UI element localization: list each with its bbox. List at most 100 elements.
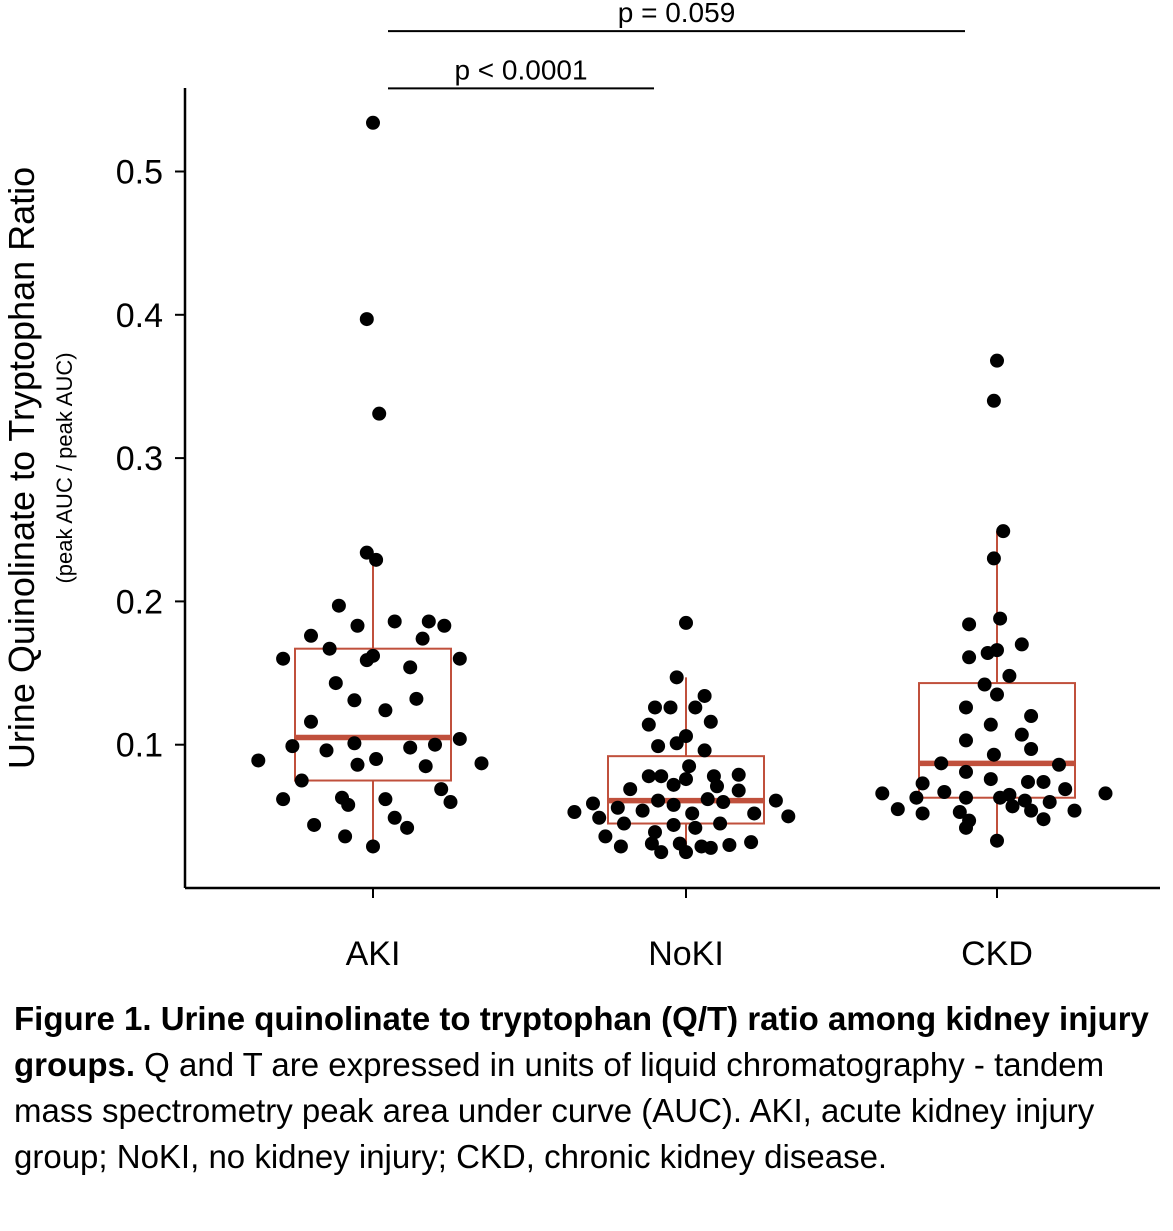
data-point — [1024, 709, 1039, 724]
data-point — [474, 756, 489, 771]
data-point — [359, 312, 374, 327]
data-point — [744, 835, 759, 850]
data-point — [1067, 803, 1082, 818]
data-point — [387, 614, 402, 629]
figure-caption: Figure 1. Urine quinolinate to tryptopha… — [14, 996, 1164, 1180]
data-point — [1014, 727, 1029, 742]
data-point — [387, 810, 402, 825]
data-point — [635, 803, 650, 818]
data-point — [1005, 799, 1020, 814]
data-point — [909, 790, 924, 805]
data-point — [613, 839, 628, 854]
data-point — [651, 739, 666, 754]
data-point — [285, 739, 300, 754]
data-point — [418, 759, 433, 774]
iqr-box — [607, 755, 765, 825]
data-point — [688, 820, 703, 835]
data-point — [959, 790, 973, 805]
data-point — [682, 759, 697, 774]
data-point — [703, 714, 718, 729]
data-point — [1052, 757, 1066, 772]
data-point — [669, 736, 684, 751]
data-point — [716, 795, 731, 810]
data-point — [1024, 803, 1039, 818]
data-point — [679, 772, 693, 787]
data-point — [403, 660, 418, 675]
data-point — [592, 810, 607, 825]
data-point — [347, 693, 362, 708]
data-point — [304, 628, 318, 643]
data-point — [990, 687, 1004, 702]
x-tick-label: CKD — [961, 935, 1033, 973]
data-point — [610, 800, 625, 815]
data-point — [986, 551, 1001, 566]
data-point — [703, 840, 718, 855]
data-point — [915, 776, 930, 791]
data-point — [962, 617, 977, 632]
data-point — [688, 700, 703, 715]
y-tick-label: 0.2 — [116, 583, 163, 621]
data-point — [663, 700, 678, 715]
data-point — [685, 806, 700, 821]
data-point — [276, 651, 291, 666]
data-point — [409, 691, 424, 706]
data-point — [623, 782, 638, 797]
data-point — [641, 717, 656, 732]
data-point — [372, 406, 387, 421]
data-point — [1024, 741, 1039, 756]
data-point — [990, 353, 1004, 368]
x-tick-label: AKI — [346, 935, 401, 973]
data-point — [369, 752, 384, 767]
data-point — [731, 767, 746, 782]
data-point — [1042, 795, 1057, 810]
data-point — [428, 737, 442, 752]
data-point — [586, 796, 600, 811]
data-point — [651, 793, 666, 808]
data-point — [990, 833, 1004, 848]
data-point — [328, 676, 343, 691]
data-point — [993, 611, 1008, 626]
data-point — [452, 651, 467, 666]
data-point — [1014, 637, 1029, 652]
caption-body: Q and T are expressed in units of liquid… — [14, 1046, 1105, 1175]
y-axis-sublabel: (peak AUC / peak AUC) — [52, 352, 77, 583]
data-point — [294, 773, 309, 788]
data-point — [366, 115, 380, 130]
data-point — [400, 820, 415, 835]
data-point — [1058, 782, 1073, 797]
data-point — [366, 648, 380, 663]
data-point — [434, 782, 449, 797]
data-point — [617, 816, 631, 831]
data-point — [937, 784, 952, 799]
data-point — [350, 618, 365, 633]
data-point — [959, 820, 973, 835]
data-point — [304, 714, 318, 729]
data-point — [1036, 774, 1051, 789]
data-point — [747, 806, 762, 821]
data-point — [768, 793, 783, 808]
data-point — [959, 764, 973, 779]
data-point — [437, 618, 452, 633]
data-point — [990, 643, 1004, 658]
data-point — [977, 677, 992, 692]
data-point — [598, 829, 613, 844]
data-point — [276, 792, 291, 807]
y-tick-label: 0.1 — [116, 727, 163, 765]
data-point — [654, 769, 669, 784]
data-point — [700, 792, 715, 807]
data-point — [421, 614, 436, 629]
y-tick-label: 0.4 — [116, 297, 163, 335]
data-point — [648, 825, 662, 840]
data-point — [952, 805, 967, 820]
data-point — [378, 703, 393, 718]
p-value-label: p < 0.0001 — [454, 54, 587, 85]
data-point — [1017, 793, 1032, 808]
data-point — [983, 717, 998, 732]
data-point — [959, 733, 973, 748]
data-point — [666, 777, 681, 792]
data-point — [1098, 786, 1113, 801]
y-axis-label: Urine Quinolinate to Tryptophan Ratio — [1, 167, 42, 769]
data-point — [403, 740, 418, 755]
chart-svg: Urine Quinolinate to Tryptophan Ratio (p… — [1, 0, 1160, 973]
y-tick-label: 0.3 — [116, 440, 163, 478]
